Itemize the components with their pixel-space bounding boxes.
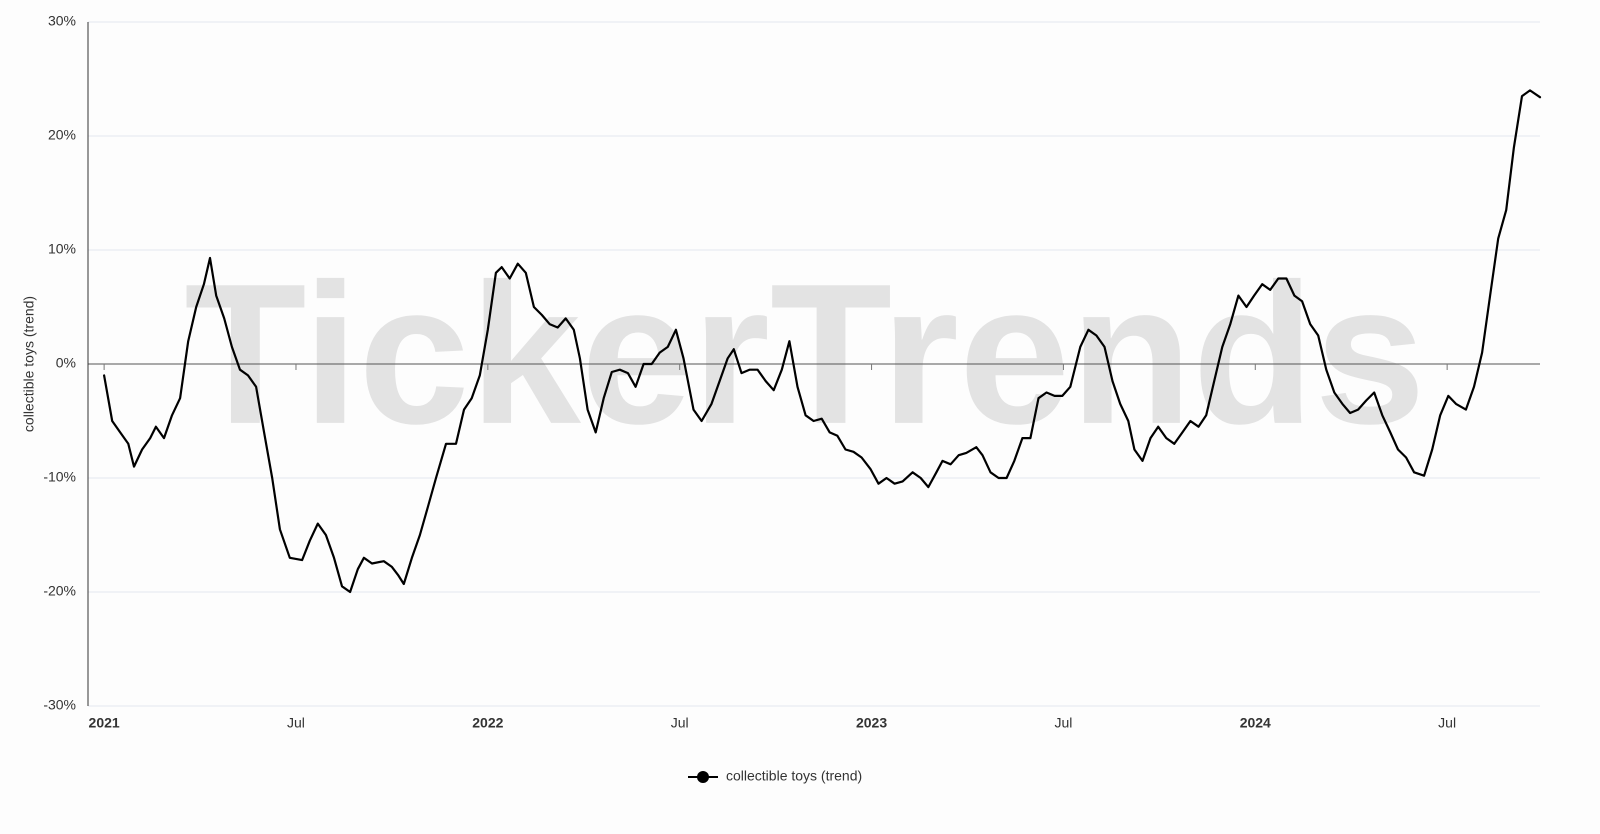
y-tick-label: -10% (43, 469, 76, 485)
y-axis-label: collectible toys (trend) (21, 296, 37, 432)
y-tick-label: 10% (48, 241, 76, 257)
x-tick-label: Jul (1438, 715, 1456, 731)
line-series (103, 89, 1542, 594)
watermark: TickerTrends (184, 243, 1425, 466)
x-tick-label: 2023 (856, 715, 887, 731)
y-tick-label: 0% (56, 355, 76, 371)
y-tick-label: -20% (43, 583, 76, 599)
legend-marker (697, 771, 709, 783)
y-tick-label: 20% (48, 127, 76, 143)
x-tick-label: 2021 (89, 715, 120, 731)
y-tick-label: 30% (48, 13, 76, 29)
y-tick-label: -30% (43, 697, 76, 713)
x-tick-label: Jul (1054, 715, 1072, 731)
x-tick-label: Jul (671, 715, 689, 731)
x-tick-label: 2022 (472, 715, 503, 731)
legend-label: collectible toys (trend) (726, 768, 862, 784)
x-tick-label: Jul (287, 715, 305, 731)
x-tick-label: 2024 (1240, 715, 1271, 731)
